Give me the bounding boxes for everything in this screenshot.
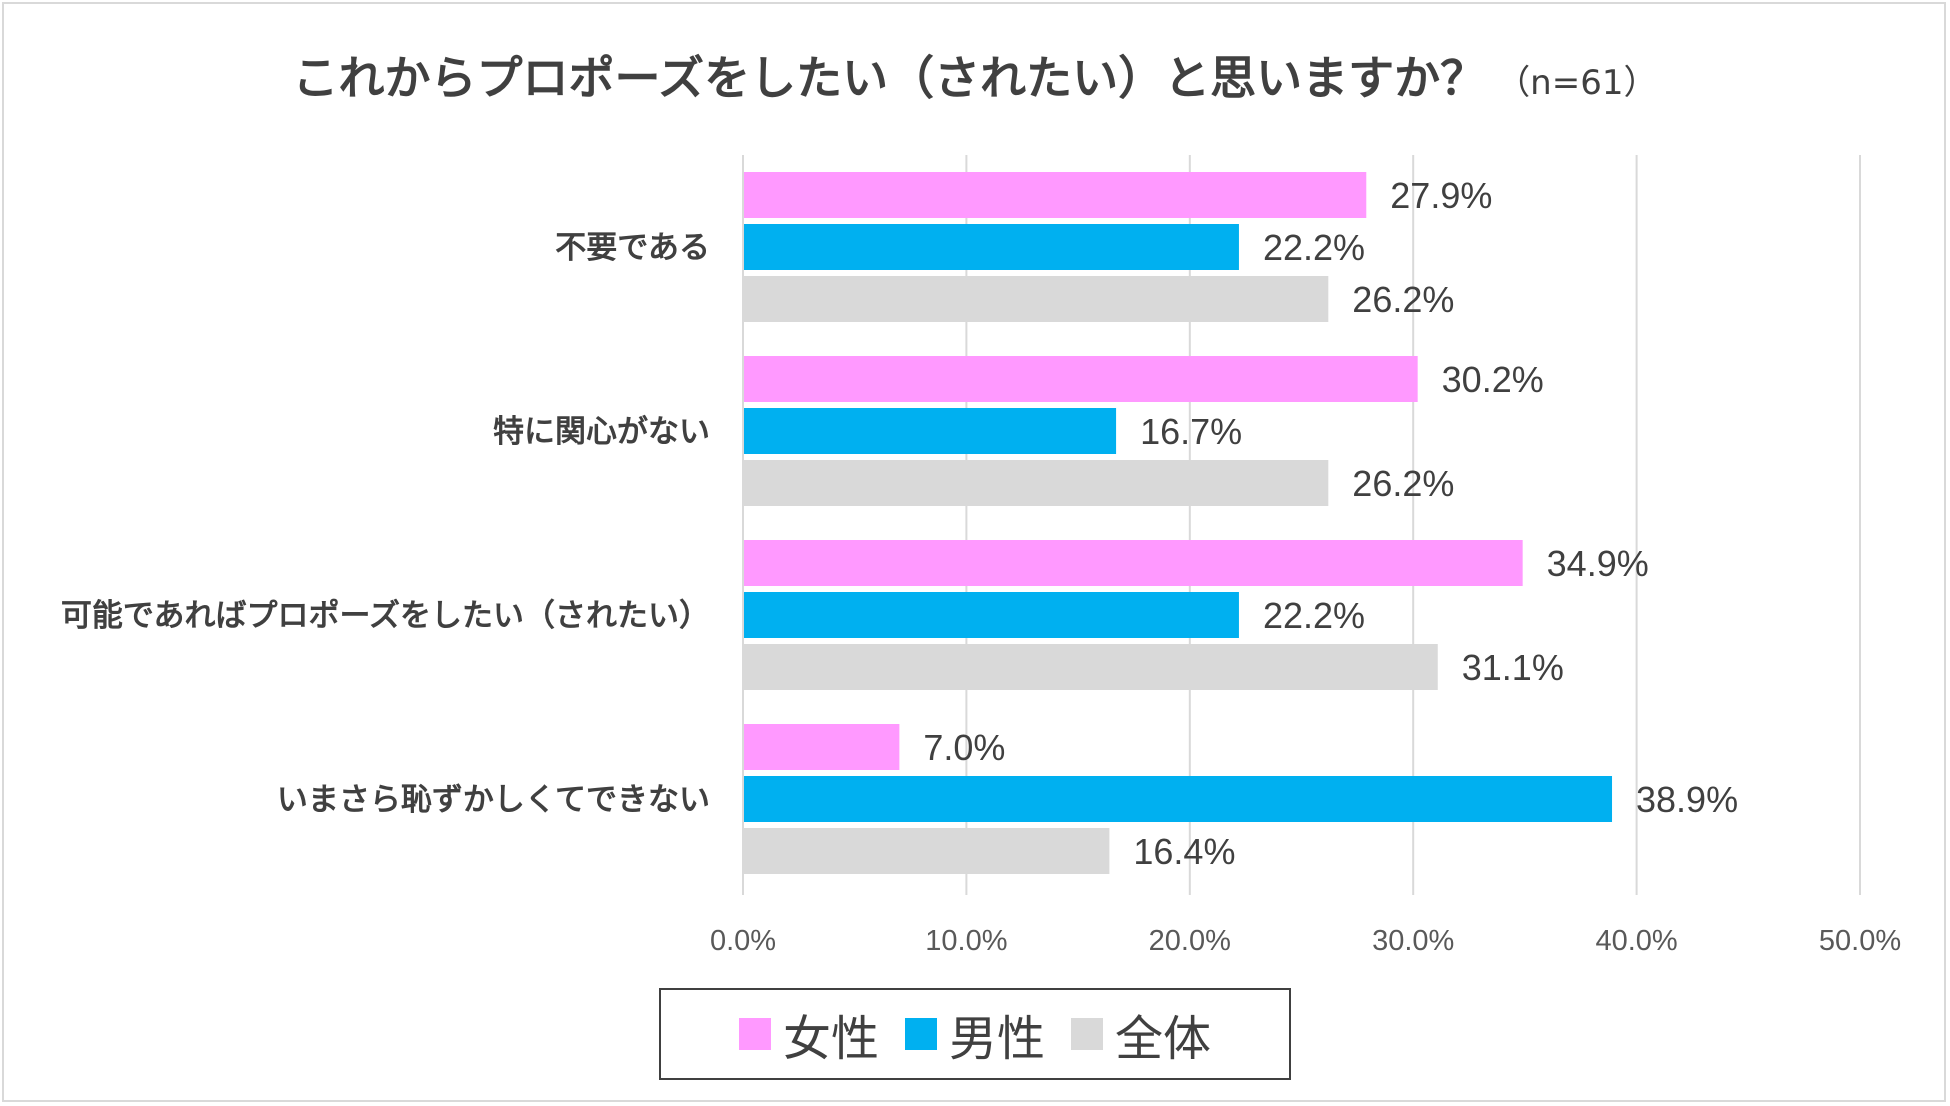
- bar: [743, 776, 1613, 822]
- x-tick-label: 30.0%: [1372, 925, 1454, 957]
- bar: [743, 540, 1523, 586]
- bar: [743, 460, 1329, 506]
- legend: 女性 男性 全体: [659, 988, 1291, 1080]
- bar: [743, 724, 900, 770]
- data-label: 22.2%: [1263, 595, 1365, 636]
- legend-item-male: 男性: [904, 999, 1045, 1069]
- x-tick-label: 20.0%: [1149, 925, 1231, 957]
- legend-item-female: 女性: [738, 999, 879, 1069]
- bar: [743, 644, 1438, 690]
- bar: [743, 592, 1239, 638]
- legend-item-total: 全体: [1071, 999, 1211, 1069]
- x-tick-label: 10.0%: [925, 925, 1007, 957]
- bar: [743, 276, 1329, 322]
- chart-subtitle: （n=61）: [1496, 63, 1658, 103]
- bar: [743, 224, 1239, 270]
- x-tick-label: 50.0%: [1819, 925, 1901, 957]
- legend-label-total: 全体: [1115, 1011, 1212, 1067]
- chart-title: これからプロポーズをしたい（されたい）と思いますか？ （n=61）: [0, 42, 1950, 108]
- data-label: 31.1%: [1462, 647, 1564, 688]
- legend-label-female: 女性: [782, 1011, 879, 1067]
- data-label: 16.4%: [1133, 831, 1235, 872]
- category-label: いまさら恥ずかしくてできない: [277, 782, 710, 818]
- x-tick-label: 0.0%: [710, 925, 776, 957]
- category-label: 特に関心がない: [493, 414, 710, 450]
- data-label: 30.2%: [1442, 359, 1544, 400]
- legend-swatch-total: [1071, 1018, 1103, 1050]
- category-label: 可能であればプロポーズをしたい（されたい）: [61, 598, 710, 634]
- data-label: 26.2%: [1352, 279, 1454, 320]
- legend-swatch-male: [904, 1018, 937, 1050]
- data-label: 26.2%: [1352, 463, 1454, 504]
- data-label: 27.9%: [1390, 175, 1492, 216]
- bar: [743, 172, 1367, 218]
- data-label: 7.0%: [923, 727, 1005, 768]
- data-label: 16.7%: [1140, 411, 1242, 452]
- bar: [743, 408, 1117, 454]
- x-tick-label: 40.0%: [1595, 925, 1677, 957]
- data-label: 34.9%: [1547, 543, 1649, 584]
- legend-swatch-female: [738, 1018, 771, 1050]
- data-label: 22.2%: [1263, 227, 1365, 268]
- bar: [743, 828, 1110, 874]
- bar: [743, 356, 1418, 402]
- category-label: 不要である: [555, 230, 710, 266]
- data-label: 38.9%: [1636, 779, 1738, 820]
- legend-label-male: 男性: [948, 1011, 1045, 1067]
- chart-title-main: これからプロポーズをしたい（されたい）と思いますか？: [292, 51, 1487, 105]
